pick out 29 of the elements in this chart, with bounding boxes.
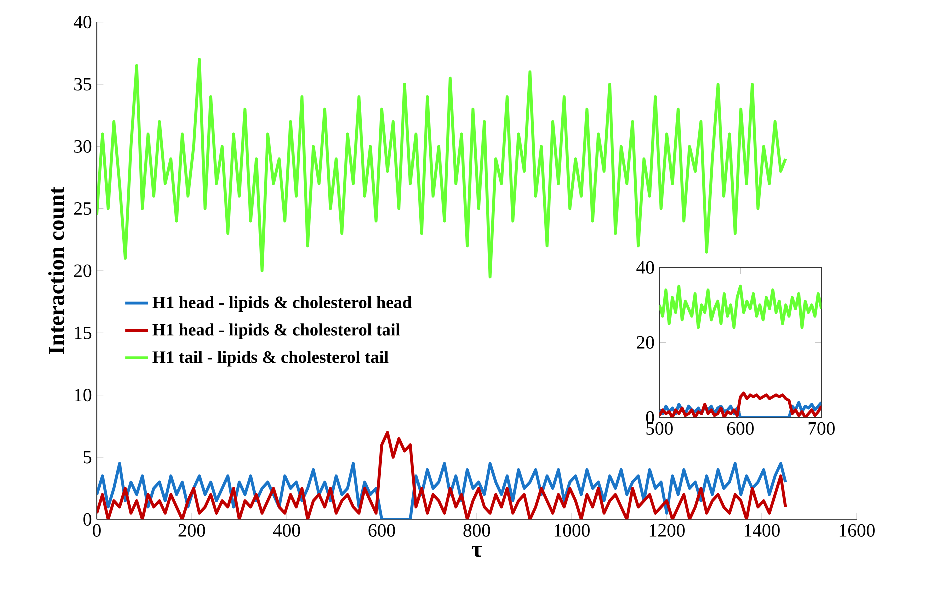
- x-tick-label: 800: [464, 524, 490, 538]
- y-tick-label: 35: [74, 78, 92, 91]
- y-tick-label: 0: [84, 514, 92, 526]
- x-tick-label: 400: [273, 524, 300, 538]
- x-tick-label: 1000: [554, 524, 590, 538]
- y-tick-label: 15: [75, 327, 92, 340]
- x-tick-label: 1600: [840, 524, 875, 538]
- legend-label: H1 tail - lipids & cholesterol tail: [152, 351, 389, 367]
- x-tick-label: 200: [178, 524, 206, 538]
- y-tick-label: 40: [74, 16, 92, 29]
- y-axis-title: Interaction count: [48, 187, 64, 354]
- legend-label: H1 head - lipids & cholesterol tail: [152, 324, 400, 340]
- legend-label: H1 head - lipids & cholesterol head: [152, 296, 412, 312]
- x-tick-label: 1400: [744, 524, 780, 538]
- x-tick-label: 1200: [650, 524, 685, 538]
- y-tick-label: 20: [637, 336, 654, 350]
- line-series: [97, 58, 788, 279]
- x-tick-label: 600: [727, 422, 754, 436]
- y-tick-label: 20: [74, 264, 92, 278]
- x-tick-label: 0: [93, 524, 101, 538]
- y-tick-label: 40: [636, 262, 654, 274]
- x-tick-label: 700: [808, 422, 835, 436]
- y-tick-label: 25: [74, 202, 92, 216]
- x-axis-title: τ: [472, 546, 482, 558]
- y-tick-label: 30: [74, 140, 92, 154]
- y-tick-label: 5: [84, 451, 92, 464]
- y-tick-label: 10: [75, 389, 92, 402]
- x-tick-label: 600: [368, 524, 396, 538]
- x-tick-label: 500: [646, 422, 673, 436]
